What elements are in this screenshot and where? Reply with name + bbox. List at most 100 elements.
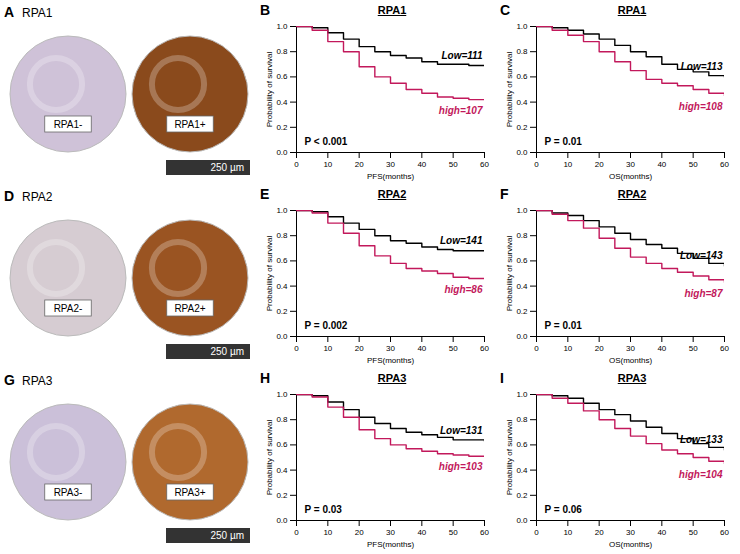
svg-text:0.6: 0.6: [516, 440, 528, 449]
svg-text:Low=111: Low=111: [441, 50, 482, 61]
svg-text:0: 0: [294, 344, 299, 353]
svg-text:10: 10: [563, 528, 572, 537]
svg-text:50: 50: [689, 160, 698, 169]
svg-text:30: 30: [386, 528, 395, 537]
svg-text:0.2: 0.2: [276, 123, 288, 132]
svg-text:OS(months): OS(months): [609, 540, 652, 549]
svg-text:RPA3+: RPA3+: [174, 487, 205, 498]
svg-text:Low=131: Low=131: [440, 425, 483, 436]
svg-text:OS(months): OS(months): [609, 356, 652, 365]
svg-text:0.8: 0.8: [516, 231, 528, 240]
svg-text:50: 50: [449, 528, 458, 537]
svg-text:40: 40: [417, 528, 426, 537]
svg-text:1.0: 1.0: [276, 206, 288, 215]
svg-text:PFS(months): PFS(months): [367, 172, 414, 181]
svg-text:50: 50: [689, 528, 698, 537]
svg-text:OS(months): OS(months): [609, 172, 652, 181]
svg-text:0: 0: [534, 160, 539, 169]
svg-text:Probability of survival: Probability of survival: [265, 235, 274, 311]
svg-text:60: 60: [720, 528, 729, 537]
svg-text:10: 10: [323, 344, 332, 353]
svg-text:Probability of survival: Probability of survival: [265, 419, 274, 495]
svg-text:20: 20: [595, 528, 604, 537]
svg-text:30: 30: [386, 160, 395, 169]
svg-text:Low=113: Low=113: [681, 61, 723, 72]
svg-text:P = 0.06: P = 0.06: [545, 504, 583, 515]
svg-text:1.0: 1.0: [276, 22, 288, 31]
svg-text:0.6: 0.6: [276, 256, 288, 265]
svg-text:10: 10: [563, 160, 572, 169]
svg-text:RPA2-: RPA2-: [54, 303, 83, 314]
svg-text:250 µm: 250 µm: [210, 162, 244, 173]
svg-text:0.2: 0.2: [516, 307, 528, 316]
svg-text:0.2: 0.2: [516, 123, 528, 132]
svg-text:high=86: high=86: [444, 284, 483, 295]
svg-text:P < 0.001: P < 0.001: [305, 136, 348, 147]
svg-text:20: 20: [595, 160, 604, 169]
svg-text:Probability of survival: Probability of survival: [265, 51, 274, 127]
svg-text:Probability of survival: Probability of survival: [505, 51, 514, 127]
svg-text:Low=143: Low=143: [680, 250, 723, 261]
svg-text:0.8: 0.8: [276, 415, 288, 424]
svg-text:A: A: [4, 4, 14, 20]
svg-text:0: 0: [294, 528, 299, 537]
svg-text:0.4: 0.4: [276, 466, 288, 475]
svg-text:0.2: 0.2: [516, 491, 528, 500]
svg-text:50: 50: [449, 160, 458, 169]
svg-text:10: 10: [323, 160, 332, 169]
svg-text:40: 40: [657, 344, 666, 353]
svg-text:0: 0: [534, 344, 539, 353]
svg-text:30: 30: [626, 160, 635, 169]
svg-text:250 µm: 250 µm: [210, 346, 244, 357]
svg-text:30: 30: [626, 344, 635, 353]
svg-text:10: 10: [323, 528, 332, 537]
svg-text:0.6: 0.6: [276, 72, 288, 81]
svg-text:20: 20: [355, 160, 364, 169]
svg-text:40: 40: [657, 528, 666, 537]
svg-text:RPA3: RPA3: [22, 374, 53, 388]
svg-text:high=103: high=103: [439, 461, 483, 472]
svg-text:RPA2+: RPA2+: [174, 303, 205, 314]
svg-text:40: 40: [657, 160, 666, 169]
svg-text:0.8: 0.8: [276, 47, 288, 56]
svg-text:0: 0: [294, 160, 299, 169]
svg-text:0.0: 0.0: [276, 332, 288, 341]
svg-text:Low=133: Low=133: [680, 434, 723, 445]
svg-text:0.2: 0.2: [276, 307, 288, 316]
svg-text:0.0: 0.0: [516, 148, 528, 157]
svg-text:0.6: 0.6: [516, 256, 528, 265]
svg-text:P = 0.01: P = 0.01: [545, 320, 583, 331]
svg-text:60: 60: [720, 160, 729, 169]
svg-text:Probability of survival: Probability of survival: [505, 235, 514, 311]
svg-text:RPA1+: RPA1+: [174, 119, 205, 130]
svg-text:RPA1: RPA1: [22, 6, 53, 20]
svg-text:0.6: 0.6: [516, 72, 528, 81]
svg-text:high=104: high=104: [679, 469, 723, 480]
svg-text:250 µm: 250 µm: [210, 530, 244, 541]
svg-text:0.0: 0.0: [516, 332, 528, 341]
svg-text:D: D: [4, 188, 14, 204]
svg-text:0.2: 0.2: [276, 491, 288, 500]
svg-text:0.8: 0.8: [276, 231, 288, 240]
svg-text:1.0: 1.0: [516, 22, 528, 31]
svg-text:30: 30: [626, 528, 635, 537]
svg-text:1.0: 1.0: [516, 390, 528, 399]
svg-text:50: 50: [689, 344, 698, 353]
svg-text:high=107: high=107: [439, 105, 483, 116]
svg-text:0.0: 0.0: [276, 516, 288, 525]
svg-text:0.8: 0.8: [516, 47, 528, 56]
svg-text:0.4: 0.4: [516, 466, 528, 475]
svg-text:1.0: 1.0: [516, 206, 528, 215]
svg-text:0.0: 0.0: [516, 516, 528, 525]
svg-text:20: 20: [355, 528, 364, 537]
svg-text:40: 40: [417, 344, 426, 353]
svg-text:20: 20: [595, 344, 604, 353]
svg-text:50: 50: [449, 344, 458, 353]
svg-text:60: 60: [720, 344, 729, 353]
svg-text:PFS(months): PFS(months): [367, 356, 414, 365]
svg-text:0.8: 0.8: [516, 415, 528, 424]
svg-text:1.0: 1.0: [276, 390, 288, 399]
svg-text:P = 0.01: P = 0.01: [545, 136, 583, 147]
svg-text:0.4: 0.4: [276, 282, 288, 291]
svg-text:0.6: 0.6: [276, 440, 288, 449]
